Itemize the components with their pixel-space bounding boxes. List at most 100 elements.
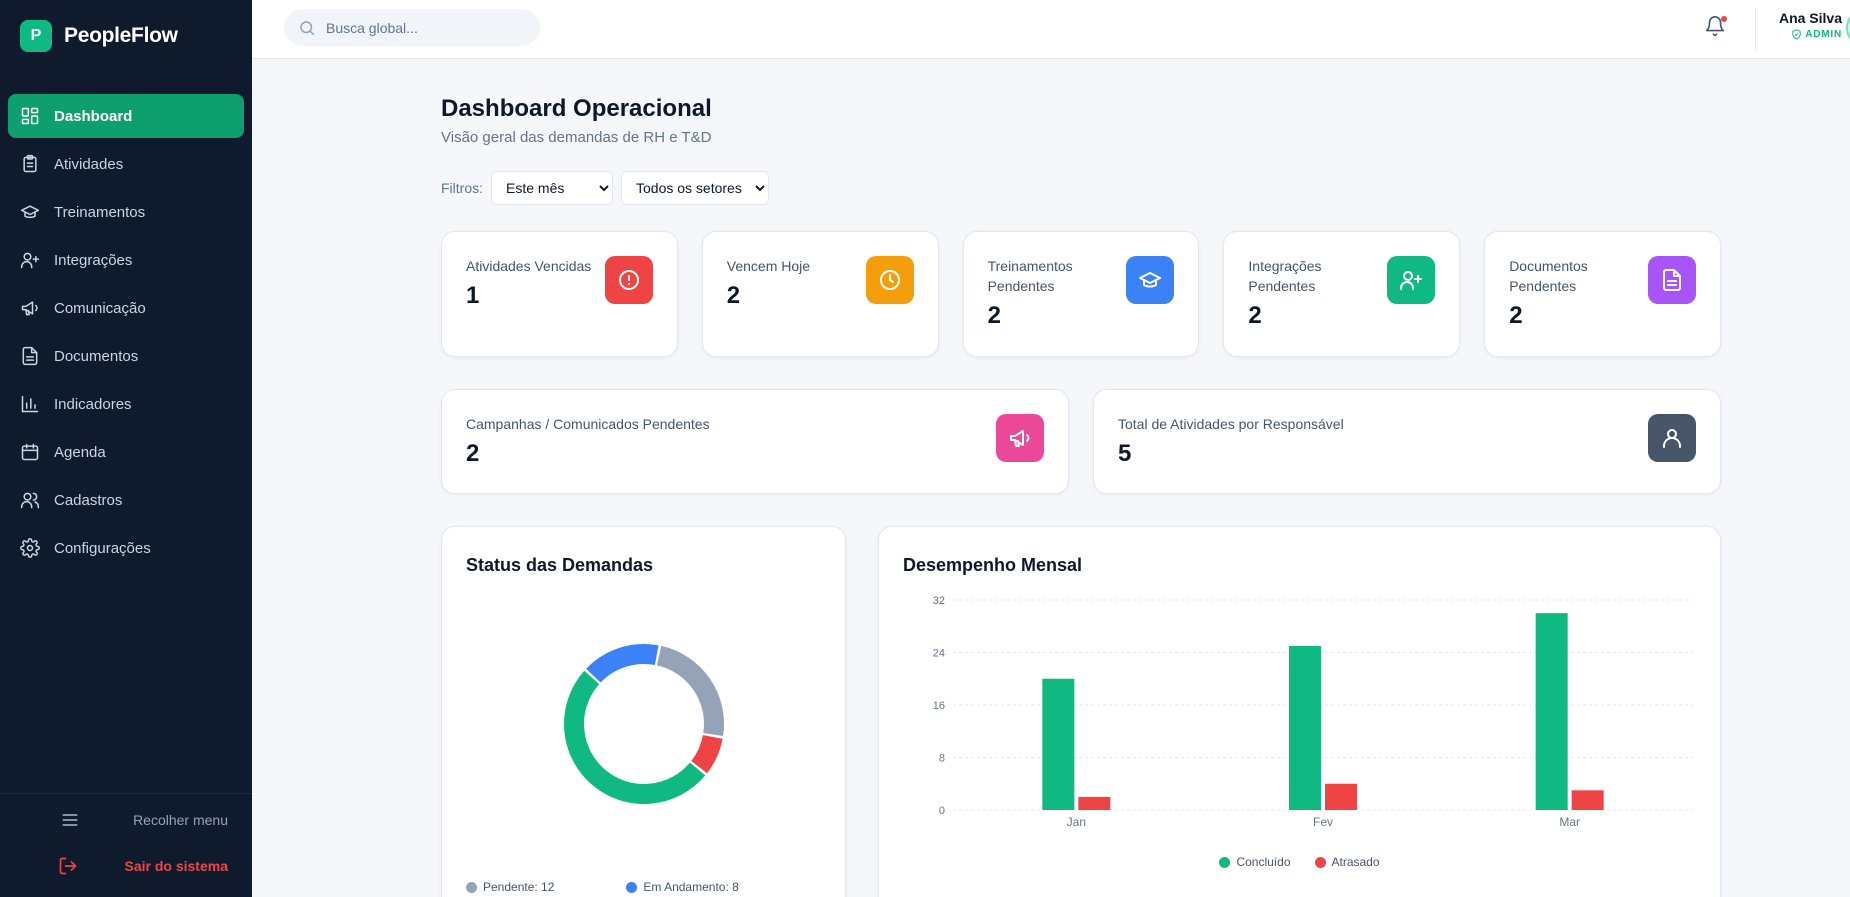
sidebar-item-atividades[interactable]: Atividades [8, 142, 244, 186]
bar-concluído-mar[interactable] [1535, 613, 1568, 810]
sidebar-item-indicadores[interactable]: Indicadores [8, 382, 244, 426]
user-menu[interactable]: Ana Silva ADMIN [1764, 10, 1842, 40]
sidebar-item-label: Dashboard [54, 107, 133, 125]
sidebar-item-cadastros[interactable]: Cadastros [8, 478, 244, 522]
legend-item-pendente: Pendente: 12 [466, 880, 554, 894]
clipboard-icon [23, 154, 37, 173]
monthly-legend: Concluído Atrasado [903, 855, 1696, 869]
search-input[interactable] [326, 19, 526, 36]
stat-card-campanhas-pendentes[interactable]: Campanhas / Comunicados Pendentes 2 [441, 389, 1069, 494]
legend-dot [626, 881, 638, 893]
clock-icon [865, 256, 914, 304]
sidebar-item-label: Integrações [54, 251, 133, 269]
users-icon [20, 492, 40, 509]
megaphone-icon [996, 414, 1044, 462]
main-content: Dashboard Operacional Visão geral das de… [441, 59, 1721, 897]
gear-icon [20, 538, 40, 558]
user-plus-icon [20, 252, 40, 269]
y-tick-label: 0 [939, 805, 945, 817]
period-filter-select[interactable]: Este mês [491, 171, 613, 205]
stat-label: Treinamentos Pendentes [987, 258, 1073, 294]
stat-label: Vencem Hoje [726, 258, 811, 274]
legend-item-concluido: Concluído [1219, 855, 1291, 869]
sidebar-item-label: Atividades [54, 155, 124, 173]
x-tick-label: Fev [1313, 815, 1333, 829]
bar-atrasado-jan[interactable] [1078, 796, 1111, 810]
y-tick-label: 16 [933, 700, 945, 712]
donut-slice-concluído[interactable] [564, 670, 706, 804]
stat-label: Atividades Vencidas [466, 258, 592, 274]
stat-label: Documentos Pendentes [1509, 258, 1588, 294]
collapse-menu-label: Recolher menu [133, 812, 228, 828]
monthly-chart-card: Desempenho Mensal 0 8 16 24 32 Jan Fev Mar Conc… [878, 526, 1721, 897]
shield-check-icon [1792, 29, 1801, 40]
stat-value: 2 [466, 440, 480, 467]
sidebar-item-dashboard[interactable]: Dashboard [8, 94, 244, 138]
stat-card-integracoes-pendentes[interactable]: Integrações Pendentes 2 [1223, 231, 1461, 357]
logout-button[interactable]: Sair do sistema [0, 846, 252, 886]
page-subtitle: Visão geral das demandas de RH e T&D [441, 129, 712, 146]
dashboard-icon [21, 107, 39, 125]
sidebar-item-label: Comunicação [54, 299, 146, 317]
legend-dot [1314, 856, 1326, 868]
status-legend: Pendente: 12 Em Andamento: 8 [466, 880, 821, 894]
legend-label: Atrasado [1331, 855, 1380, 869]
wide-stats-row: Campanhas / Comunicados Pendentes 2 Tota… [441, 389, 1721, 494]
legend-dot [466, 881, 477, 893]
x-tick-label: Jan [1067, 815, 1086, 829]
sidebar-item-treinamentos[interactable]: Treinamentos [8, 190, 244, 234]
donut-slice-atrasado[interactable] [691, 734, 723, 774]
topbar-divider [1755, 8, 1756, 50]
sidebar-item-agenda[interactable]: Agenda [8, 430, 244, 474]
donut-slice-pendente[interactable] [656, 645, 724, 736]
collapse-menu-button[interactable]: Recolher menu [0, 794, 252, 846]
sidebar-item-configuracoes[interactable]: Configurações [8, 526, 244, 570]
user-role-badge: ADMIN [1764, 29, 1842, 40]
global-search[interactable] [284, 9, 540, 46]
sidebar-nav: Dashboard Atividades Treinamentos Integr… [0, 94, 252, 570]
chart-title: Status das Demandas [466, 555, 654, 575]
graduation-cap-icon [1126, 256, 1175, 304]
donut-slice-em-andamento[interactable] [586, 644, 659, 683]
bar-concluído-jan[interactable] [1042, 678, 1075, 810]
stat-label: Total de Atividades por Responsável [1118, 416, 1344, 432]
legend-label: Pendente: 12 [483, 880, 555, 894]
stat-value: 2 [1509, 302, 1523, 329]
sidebar-item-label: Documentos [54, 347, 139, 365]
bar-atrasado-fev[interactable] [1325, 783, 1357, 810]
stat-card-atividades-por-responsavel[interactable]: Total de Atividades por Responsável 5 [1093, 389, 1721, 494]
avatar[interactable] [1846, 8, 1850, 48]
sidebar-item-label: Treinamentos [54, 203, 146, 221]
status-chart-card: Status das Demandas Pendente: 12 Em Anda… [441, 526, 846, 897]
page-title: Dashboard Operacional [441, 95, 712, 122]
document-icon [1647, 256, 1696, 304]
stat-card-documentos-pendentes[interactable]: Documentos Pendentes 2 [1484, 231, 1721, 357]
sector-filter-select[interactable]: Todos os setores [621, 171, 769, 205]
app-name: PeopleFlow [64, 24, 178, 47]
bar-atrasado-mar[interactable] [1571, 790, 1604, 810]
sidebar-item-comunicacao[interactable]: Comunicação [8, 286, 244, 330]
x-tick-label: Mar [1559, 815, 1580, 829]
logout-label: Sair do sistema [124, 858, 229, 874]
stat-card-atividades-vencidas[interactable]: Atividades Vencidas 1 [441, 231, 678, 357]
monthly-bar-chart: 0 8 16 24 32 Jan Fev Mar [933, 595, 1693, 829]
search-icon [300, 20, 315, 35]
bar-concluído-fev[interactable] [1289, 645, 1321, 810]
logout-icon [59, 857, 77, 875]
notifications-button[interactable] [1704, 15, 1728, 39]
stat-card-treinamentos-pendentes[interactable]: Treinamentos Pendentes 2 [962, 231, 1200, 357]
stat-value: 5 [1118, 440, 1132, 467]
alert-circle-icon [604, 256, 653, 304]
sidebar-item-integracoes[interactable]: Integrações [8, 238, 244, 282]
stat-card-vencem-hoje[interactable]: Vencem Hoje 2 [701, 231, 939, 357]
user-icon [1648, 414, 1696, 462]
filters-bar: Filtros: Este mês Todos os setores [441, 171, 1721, 205]
stat-label: Campanhas / Comunicados Pendentes [466, 416, 710, 432]
megaphone-icon [21, 301, 38, 316]
app-logo: P [20, 20, 52, 52]
status-donut-chart [564, 644, 724, 804]
brand[interactable]: P PeopleFlow [0, 0, 252, 72]
legend-dot [1219, 856, 1231, 868]
document-icon [22, 346, 38, 366]
sidebar-item-documentos[interactable]: Documentos [8, 334, 244, 378]
